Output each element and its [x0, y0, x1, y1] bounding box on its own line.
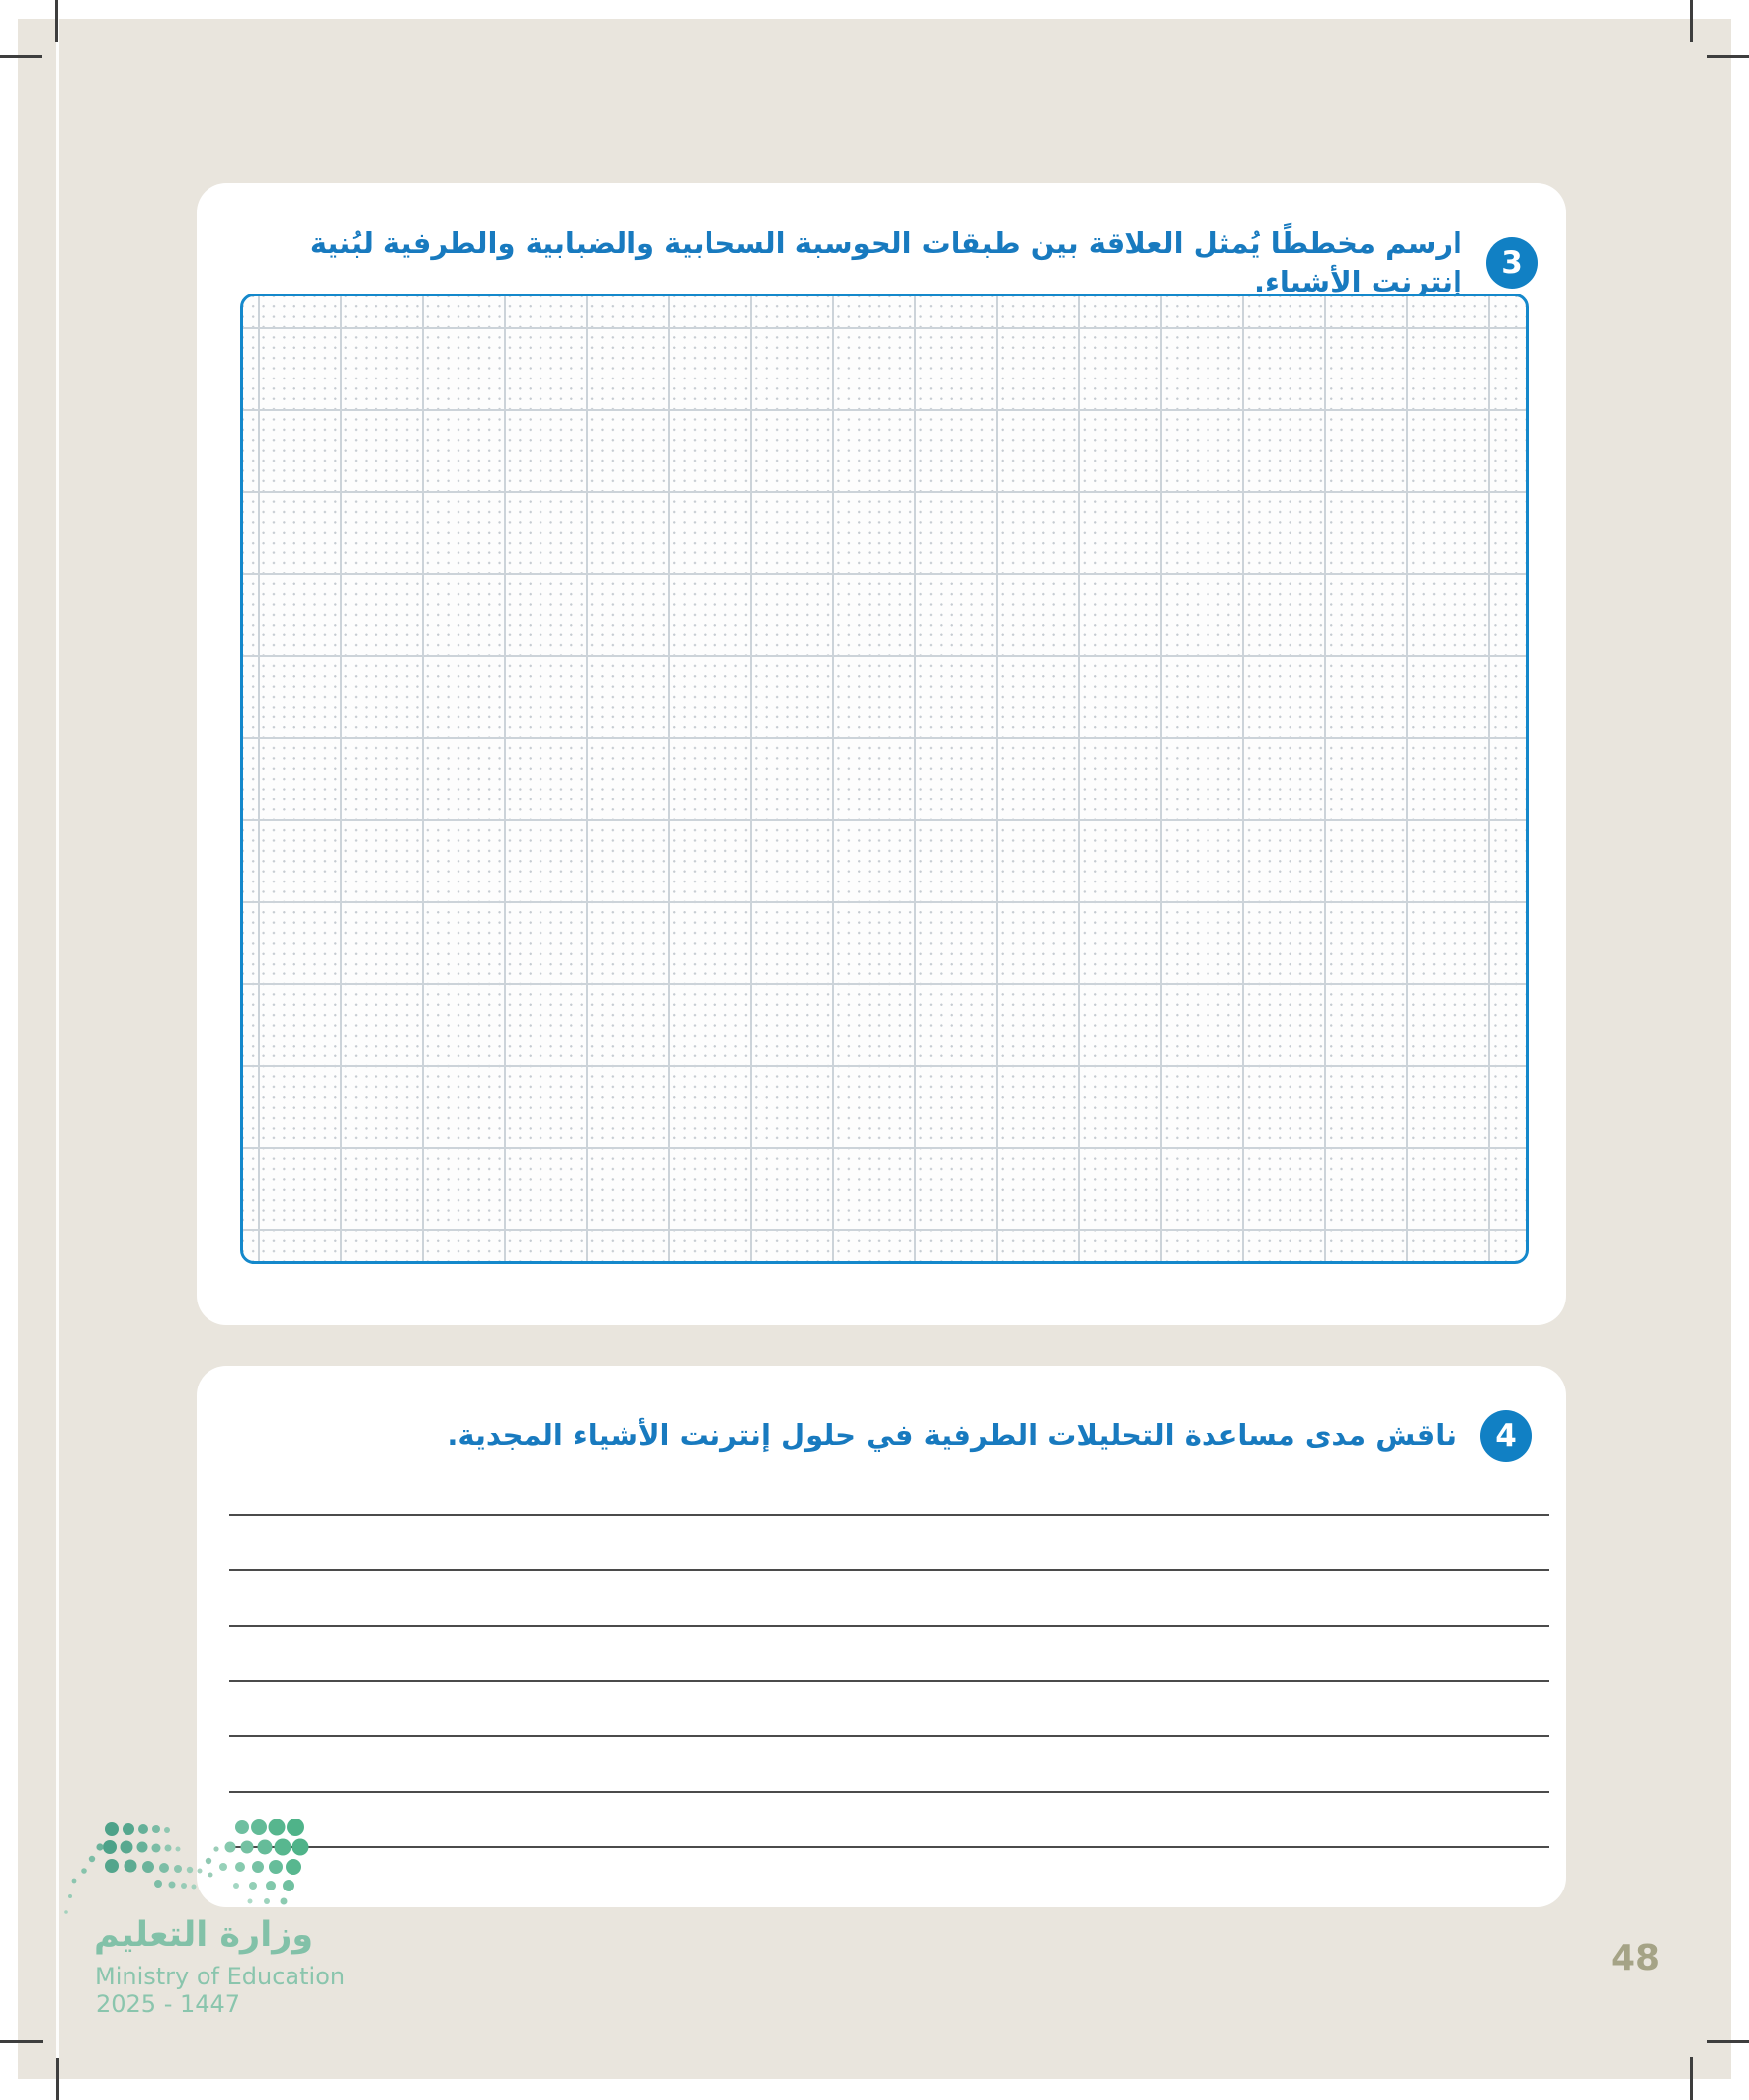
drawing-grid-area[interactable] [240, 294, 1529, 1264]
answer-line[interactable] [229, 1627, 1549, 1682]
answer-line[interactable] [229, 1793, 1549, 1848]
question-3-card: 3 ارسم مخططًا يُمثل العلاقة بين طبقات ال… [197, 183, 1566, 1325]
ministry-logo-edition-years: 2025 - 1447 [96, 1990, 241, 2018]
answer-line[interactable] [229, 1682, 1549, 1737]
crop-mark-bottom-right-horizontal [1707, 2040, 1749, 2043]
ministry-logo-english-text: Ministry of Education [95, 1963, 346, 1990]
crop-mark-top-right-horizontal [1707, 55, 1749, 58]
question-4-text: ناقش مدى مساعدة التحليلات الطرفية في حلو… [447, 1418, 1457, 1453]
crop-mark-bottom-right-vertical [1690, 2057, 1693, 2100]
question-4-header: 4 ناقش مدى مساعدة التحليلات الطرفية في ح… [197, 1366, 1566, 1462]
question-3-text: ارسم مخططًا يُمثل العلاقة بين طبقات الحو… [309, 226, 1462, 299]
question-4-card: 4 ناقش مدى مساعدة التحليلات الطرفية في ح… [197, 1366, 1566, 1907]
crop-mark-top-left-horizontal [0, 55, 42, 58]
page-spine-line [56, 19, 59, 2079]
answer-line[interactable] [229, 1516, 1549, 1571]
question-3-header: 3 ارسم مخططًا يُمثل العلاقة بين طبقات ال… [197, 183, 1566, 301]
answer-line[interactable] [229, 1737, 1549, 1793]
question-3-number-badge: 3 [1486, 237, 1538, 290]
crop-mark-bottom-left-vertical [56, 2058, 59, 2100]
answer-line[interactable] [229, 1461, 1549, 1516]
ministry-logo-dots-icon [64, 1819, 309, 1914]
answer-line[interactable] [229, 1571, 1549, 1627]
answer-lines-area [229, 1461, 1549, 1848]
ministry-logo-arabic-wordmark: وزارة التعليم [94, 1915, 314, 1955]
page-number: 48 [1611, 1938, 1661, 1978]
crop-mark-top-left-vertical [55, 0, 58, 42]
question-4-number-badge: 4 [1480, 1410, 1532, 1462]
crop-mark-top-right-vertical [1690, 0, 1693, 42]
crop-mark-bottom-left-horizontal [0, 2040, 43, 2043]
